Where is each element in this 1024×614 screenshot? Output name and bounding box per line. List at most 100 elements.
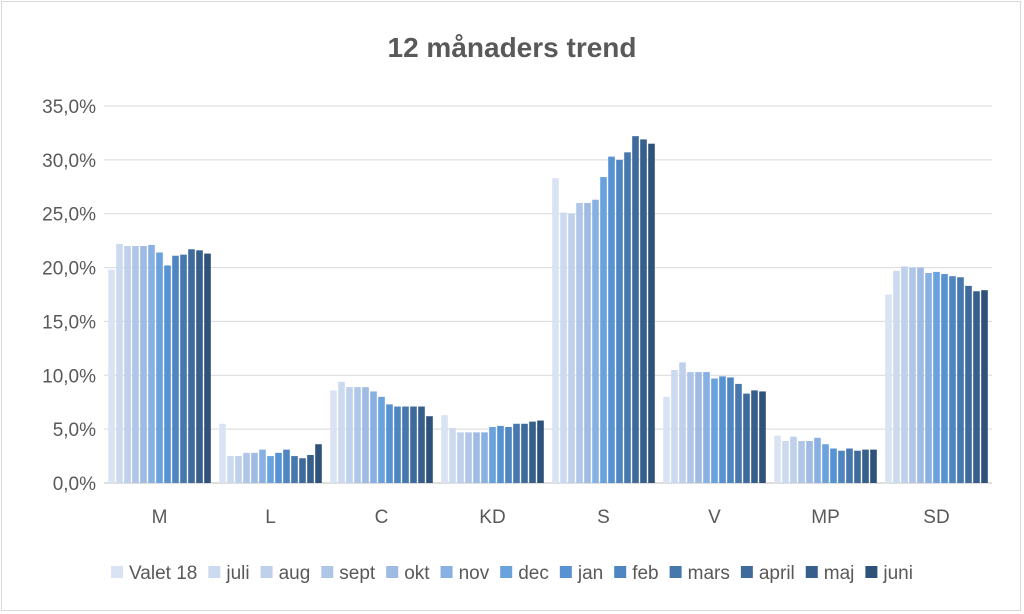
bar-L-sept [243, 452, 250, 483]
legend-swatch [740, 566, 753, 578]
bar-SD-juli [893, 270, 900, 483]
bar-V-april [743, 393, 750, 483]
bar-KD-feb [505, 426, 512, 483]
legend-swatch [559, 566, 572, 578]
bar-KD-jan [497, 425, 504, 483]
chart-title: 12 månaders trend [388, 32, 637, 63]
legend-swatch [260, 566, 273, 578]
bar-SD-april [965, 285, 972, 483]
bar-M-feb [172, 255, 179, 483]
bar-V-okt [695, 372, 702, 483]
bar-V-Valet-18 [663, 396, 670, 483]
bar-KD-april [521, 423, 528, 483]
x-tick-label: KD [479, 507, 505, 528]
bar-M-juni [204, 253, 211, 483]
legend-label: april [759, 563, 795, 584]
bar-KD-aug [457, 432, 464, 483]
bar-S-nov [592, 199, 599, 483]
y-tick-label: 35,0% [42, 97, 96, 118]
bar-M-maj [196, 250, 203, 483]
legend-label: maj [824, 563, 855, 584]
y-tick-label: 15,0% [42, 312, 96, 333]
x-tick-label: SD [923, 507, 949, 528]
bar-KD-Valet-18 [441, 415, 448, 483]
bar-SD-maj [973, 291, 980, 483]
bar-L-nov [259, 449, 266, 483]
legend-swatch [386, 566, 399, 578]
bar-M-mars [180, 254, 187, 483]
bar-M-nov [148, 244, 155, 483]
y-axis: 0,0% 5,0% 10,0% 15,0% 20,0% 25,0% 30,0% 35,0% [42, 97, 96, 495]
bar-V-sept [687, 372, 694, 483]
bar-MP-nov [814, 437, 821, 483]
bar-L-maj [307, 454, 314, 483]
bar-MP-okt [806, 440, 813, 483]
bar-MP-mars [846, 448, 853, 483]
bar-MP-maj [862, 449, 869, 483]
bar-L-jan [275, 452, 282, 483]
bar-V-juli [671, 369, 678, 483]
bar-C-nov [370, 391, 377, 483]
bar-SD-aug [901, 266, 908, 483]
bar-KD-juli [449, 428, 456, 483]
bar-S-april [632, 136, 639, 483]
bar-M-okt [140, 246, 147, 483]
bar-C-mars [402, 406, 409, 483]
bar-S-okt [584, 202, 591, 483]
bar-M-juli [116, 243, 123, 483]
legend-swatch [321, 566, 334, 578]
bar-C-aug [346, 387, 353, 483]
x-tick-label: M [152, 507, 168, 528]
bar-C-Valet-18 [330, 390, 337, 483]
legend-label: sept [339, 563, 376, 584]
bar-V-feb [727, 377, 734, 483]
bar-C-okt [362, 387, 369, 483]
legend-label: Valet 18 [129, 563, 197, 584]
bar-SD-nov [925, 272, 932, 483]
legend-swatch [208, 566, 221, 578]
legend-swatch [500, 566, 513, 578]
bar-M-aug [124, 246, 131, 483]
bar-C-jan [386, 404, 393, 483]
bar-S-maj [640, 139, 647, 483]
y-tick-label: 30,0% [42, 151, 96, 172]
bar-S-Valet-18 [552, 178, 559, 484]
legend-swatch [614, 566, 627, 578]
bar-KD-mars [513, 423, 520, 483]
x-tick-label: S [597, 507, 610, 528]
bar-KD-sept [465, 432, 472, 483]
bar-S-juli [560, 212, 567, 483]
bar-S-mars [624, 152, 631, 483]
bar-KD-okt [473, 432, 480, 483]
bar-MP-juni [870, 449, 877, 483]
bar-SD-Valet-18 [885, 294, 892, 483]
x-axis: M L C KD S V MP SD [152, 507, 950, 528]
bar-L-juni [315, 444, 322, 483]
y-tick-label: 25,0% [42, 205, 96, 226]
legend-label: juni [882, 563, 913, 584]
bar-SD-juni [981, 290, 988, 483]
bar-M-sept [132, 246, 139, 483]
bar-L-april [299, 458, 306, 483]
bar-S-juni [648, 143, 655, 483]
bar-KD-maj [529, 421, 536, 483]
legend-label: dec [518, 563, 549, 584]
bar-L-mars [291, 456, 298, 483]
legend-swatch [111, 566, 124, 578]
bar-C-juni [426, 416, 433, 483]
bar-S-feb [616, 159, 623, 484]
bar-V-jan [719, 376, 726, 483]
bar-SD-feb [949, 276, 956, 483]
legend: Valet 18 juli aug sept okt nov dec jan feb mars ap… [111, 563, 913, 584]
bar-MP-jan [830, 448, 837, 483]
bar-MP-april [854, 450, 861, 483]
bar-L-okt [251, 452, 258, 483]
legend-label: jan [577, 563, 603, 584]
bar-MP-feb [838, 450, 845, 483]
gridlines [104, 105, 992, 484]
x-tick-label: C [375, 507, 389, 528]
bar-L-dec [267, 456, 274, 483]
legend-label: juli [225, 563, 249, 584]
y-tick-label: 10,0% [42, 366, 96, 387]
